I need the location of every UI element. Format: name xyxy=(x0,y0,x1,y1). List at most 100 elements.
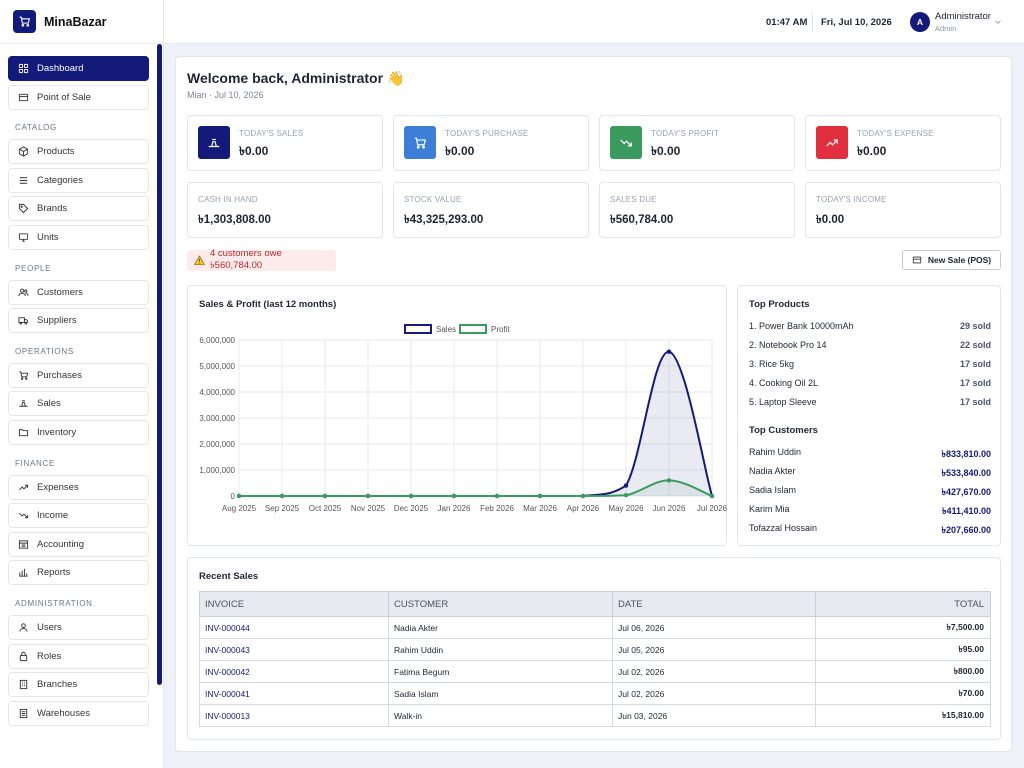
sidebar-item-purchases[interactable]: Purchases xyxy=(8,362,149,388)
legend-label-profit: Profit xyxy=(491,325,510,334)
list-item[interactable]: 4. Cooking Oil 2L 17 sold xyxy=(749,378,991,388)
alert-text: 4 customers owe ৳560,784.00 xyxy=(209,247,282,271)
list-icon xyxy=(19,177,28,184)
column-header-customer[interactable]: CUSTOMER xyxy=(388,591,613,617)
sidebar-nav: Dashboard Point of Sale CATALOG Products… xyxy=(8,56,149,729)
table-row[interactable]: INV-000042 Fatima Begum Jul 02, 2026 ৳80… xyxy=(199,660,991,683)
sidebar-item-users[interactable]: Users xyxy=(8,614,149,640)
sidebar-item-branches[interactable]: Branches xyxy=(8,672,149,698)
truck-icon xyxy=(18,317,29,325)
user-name[interactable]: Administrator xyxy=(935,11,991,22)
product-sold: 22 sold xyxy=(959,340,991,350)
card-todays-expense: TODAY'S EXPENSE ৳0.00 xyxy=(805,115,1001,171)
y-tick-label: 4,000,000 xyxy=(199,388,235,397)
x-tick-label: Oct 2025 xyxy=(309,504,342,513)
list-item[interactable]: Tofazzal Hossain ৳207,660.00 xyxy=(749,523,991,538)
sidebar-item-label: Inventory xyxy=(37,426,77,438)
table-row[interactable]: INV-000013 Walk-in Jun 03, 2026 ৳15,810.… xyxy=(199,704,991,727)
customer-total: ৳427,670.00 xyxy=(941,487,991,497)
card-todays-sales: TODAY'S SALES ৳0.00 xyxy=(187,115,383,171)
sidebar-item-expenses[interactable]: Expenses xyxy=(8,474,149,500)
lock-icon xyxy=(19,651,28,661)
list-item[interactable]: 2. Notebook Pro 14 22 sold xyxy=(749,340,991,350)
y-tick-label: 6,000,000 xyxy=(199,336,235,345)
sidebar-item-suppliers[interactable]: Suppliers xyxy=(8,308,149,334)
sidebar-scrollbar[interactable] xyxy=(157,44,162,685)
user-role: Admin xyxy=(935,24,957,33)
sidebar-item-label: Categories xyxy=(37,174,83,186)
x-tick-label: Aug 2025 xyxy=(222,504,257,513)
warning-icon xyxy=(194,255,205,265)
sidebar-item-label: Brands xyxy=(37,203,68,215)
sidebar-item-categories[interactable]: Categories xyxy=(8,167,149,193)
sidebar-item-pos[interactable]: Point of Sale xyxy=(8,84,149,110)
invoice-link[interactable]: INV-000044 xyxy=(199,616,389,639)
table-row[interactable]: INV-000044 Nadia Akter Jul 06, 2026 ৳7,5… xyxy=(199,616,991,639)
sidebar-item-products[interactable]: Products xyxy=(8,139,149,165)
list-item[interactable]: Karim Mia ৳411,410.00 xyxy=(749,504,991,519)
customer-name: Nadia Akter xyxy=(749,466,796,476)
customer-total: ৳411,410.00 xyxy=(941,506,991,516)
table-row[interactable]: INV-000041 Sadia Islam Jul 02, 2026 ৳70.… xyxy=(199,682,991,705)
list-item[interactable]: 3. Rice 5kg 17 sold xyxy=(749,359,991,369)
new-sale-label: New Sale (POS) xyxy=(927,255,992,265)
list-item[interactable]: 1. Power Bank 10000mAh 29 sold xyxy=(749,321,991,331)
column-header-total[interactable]: TOTAL xyxy=(815,591,991,617)
sidebar-item-brands[interactable]: Brands xyxy=(8,196,149,222)
chevron-down-icon[interactable] xyxy=(993,17,1003,27)
list-item[interactable]: 5. Laptop Sleeve 17 sold xyxy=(749,397,991,407)
register-icon xyxy=(912,256,922,264)
list-item[interactable]: Sadia Islam ৳427,670.00 xyxy=(749,485,991,500)
customer-name: Karim Mia xyxy=(749,504,790,514)
brand-name: MinaBazar xyxy=(44,14,107,29)
list-item[interactable]: Rahim Uddin ৳833,810.00 xyxy=(749,447,991,462)
sidebar-item-reports[interactable]: Reports xyxy=(8,560,149,586)
card-label: TODAY'S EXPENSE xyxy=(857,129,934,138)
sidebar-item-inventory[interactable]: Inventory xyxy=(8,419,149,445)
topbar-divider xyxy=(812,13,813,31)
customer-total: ৳207,660.00 xyxy=(941,525,991,535)
date-cell: Jul 02, 2026 xyxy=(612,660,816,683)
column-header-date[interactable]: DATE xyxy=(612,591,816,617)
ledger-icon xyxy=(18,540,29,549)
table-row[interactable]: INV-000043 Rahim Uddin Jul 05, 2026 ৳95.… xyxy=(199,638,991,661)
sidebar-item-units[interactable]: Units xyxy=(8,224,149,250)
sidebar-item-sales[interactable]: Sales xyxy=(8,391,149,417)
trend-down-icon xyxy=(610,126,642,159)
sidebar-item-warehouses[interactable]: Warehouses xyxy=(8,700,149,726)
legend-swatch-sales xyxy=(404,324,432,334)
new-sale-button[interactable]: New Sale (POS) xyxy=(902,250,1001,270)
card-todays-profit: TODAY'S PROFIT ৳0.00 xyxy=(599,115,795,171)
card-value: ৳0.00 xyxy=(445,144,475,158)
invoice-link[interactable]: INV-000042 xyxy=(199,660,389,683)
card-value: ৳0.00 xyxy=(857,144,887,158)
y-tick-label: 5,000,000 xyxy=(199,362,235,371)
list-item[interactable]: Nadia Akter ৳533,840.00 xyxy=(749,466,991,481)
sidebar-item-roles[interactable]: Roles xyxy=(8,643,149,669)
nav-section-operations: OPERATIONS xyxy=(15,346,74,356)
total-cell: ৳800.00 xyxy=(815,660,991,683)
invoice-link[interactable]: INV-000041 xyxy=(199,682,389,705)
nav-section-people: PEOPLE xyxy=(15,263,52,273)
cart-icon xyxy=(404,126,436,159)
brand[interactable]: MinaBazar xyxy=(0,0,163,44)
warehouse-icon xyxy=(19,708,28,718)
product-name: 2. Notebook Pro 14 xyxy=(749,340,827,350)
sidebar-item-income[interactable]: Income xyxy=(8,503,149,529)
data-point-profit xyxy=(279,493,285,499)
trend-up-icon xyxy=(816,126,848,159)
sales-icon xyxy=(198,126,230,159)
monitor-icon xyxy=(18,233,29,242)
avatar[interactable]: A xyxy=(910,12,930,32)
invoice-link[interactable]: INV-000043 xyxy=(199,638,389,661)
sidebar-item-accounting[interactable]: Accounting xyxy=(8,531,149,557)
sidebar-item-label: Roles xyxy=(37,650,62,662)
card-label: STOCK VALUE xyxy=(404,195,462,204)
sidebar-item-dashboard[interactable]: Dashboard xyxy=(8,56,149,81)
customer-due-alert[interactable]: 4 customers owe ৳560,784.00 xyxy=(187,247,336,271)
x-tick-label: Dec 2025 xyxy=(394,504,429,513)
column-header-invoice[interactable]: INVOICE xyxy=(199,591,389,617)
data-point-profit xyxy=(709,493,715,499)
invoice-link[interactable]: INV-000013 xyxy=(199,704,389,727)
sidebar-item-customers[interactable]: Customers xyxy=(8,279,149,305)
